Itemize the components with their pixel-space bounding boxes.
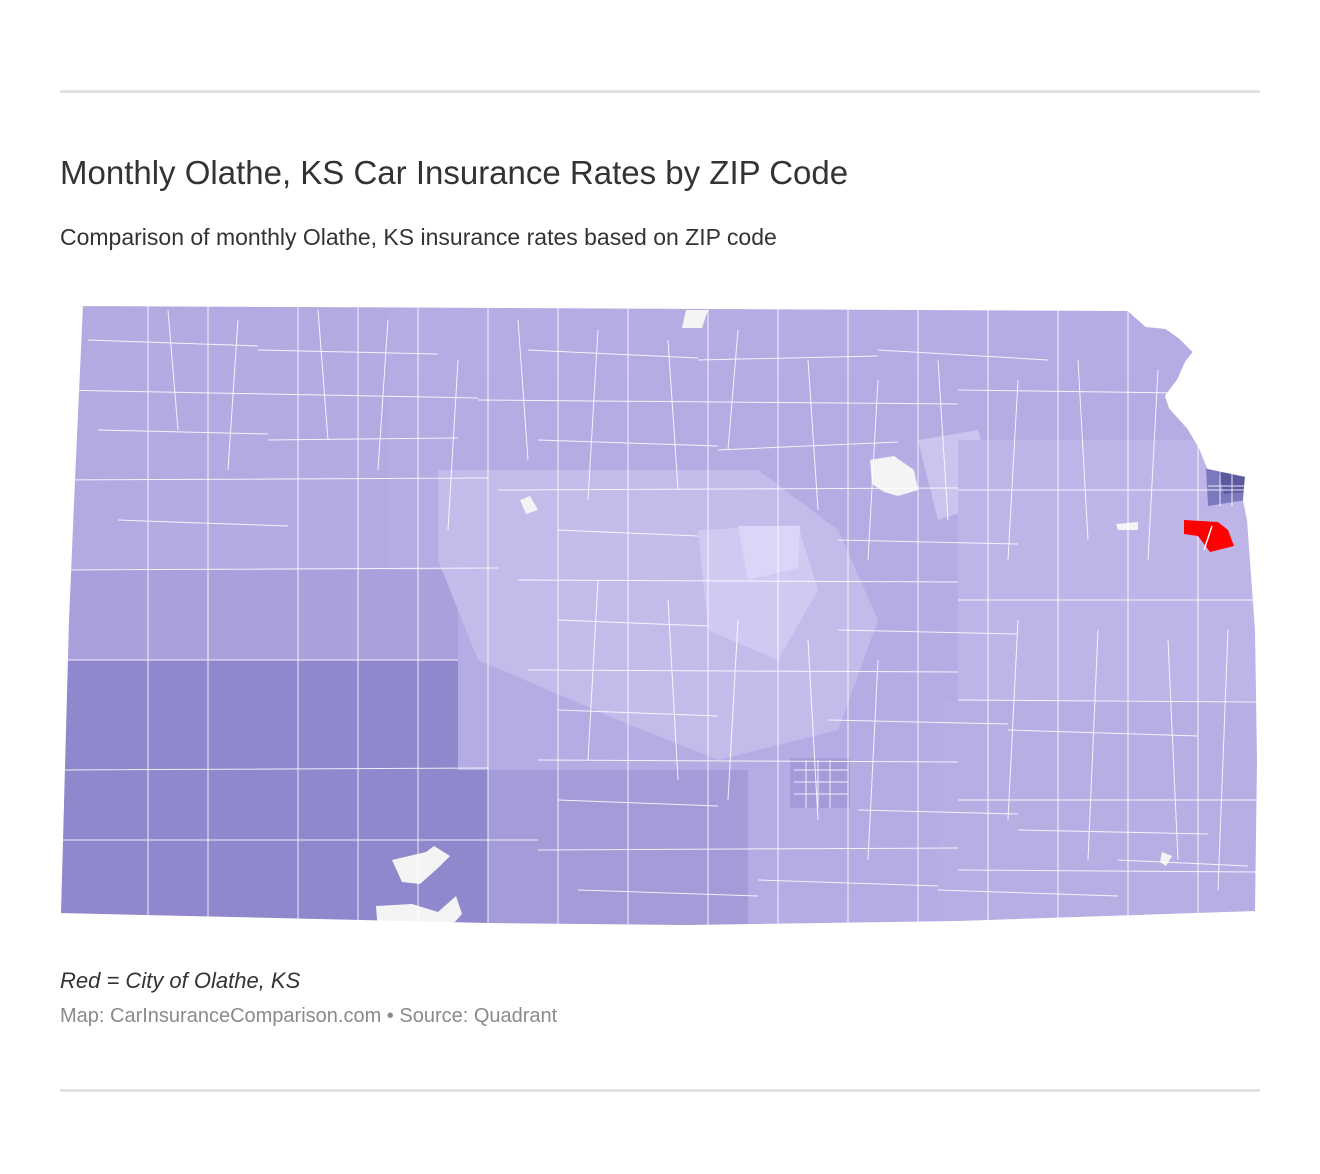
legend-note: Red = City of Olathe, KS: [60, 968, 301, 993]
zip-boundaries: [60, 305, 1258, 926]
region-no-data-7: [520, 496, 538, 514]
region-northwest: [60, 305, 388, 570]
map-svg: [58, 303, 1260, 928]
map-regions: [60, 305, 1258, 926]
region-no-data-4: [682, 310, 708, 328]
region-no-data-1: [870, 456, 918, 496]
region-southwest: [60, 660, 488, 926]
state-outline: [58, 303, 1260, 928]
page-title: Monthly Olathe, KS Car Insurance Rates b…: [60, 154, 849, 191]
source-credit: Map: CarInsuranceComparison.com • Source…: [60, 1005, 558, 1027]
region-no-data-2: [392, 846, 450, 884]
bottom-divider: [60, 1089, 1260, 1092]
top-divider: [60, 90, 1260, 93]
kansas-zip-map: [58, 300, 1262, 932]
region-no-data-5: [1116, 522, 1138, 530]
region-west-middle: [60, 570, 458, 660]
region-wichita: [790, 758, 850, 808]
region-central-lightest: [738, 526, 800, 580]
olathe-boundary: [1203, 525, 1213, 551]
region-south-central: [488, 770, 748, 926]
page-subtitle: Comparison of monthly Olathe, KS insuran…: [60, 224, 777, 250]
region-southeast: [938, 700, 1258, 926]
